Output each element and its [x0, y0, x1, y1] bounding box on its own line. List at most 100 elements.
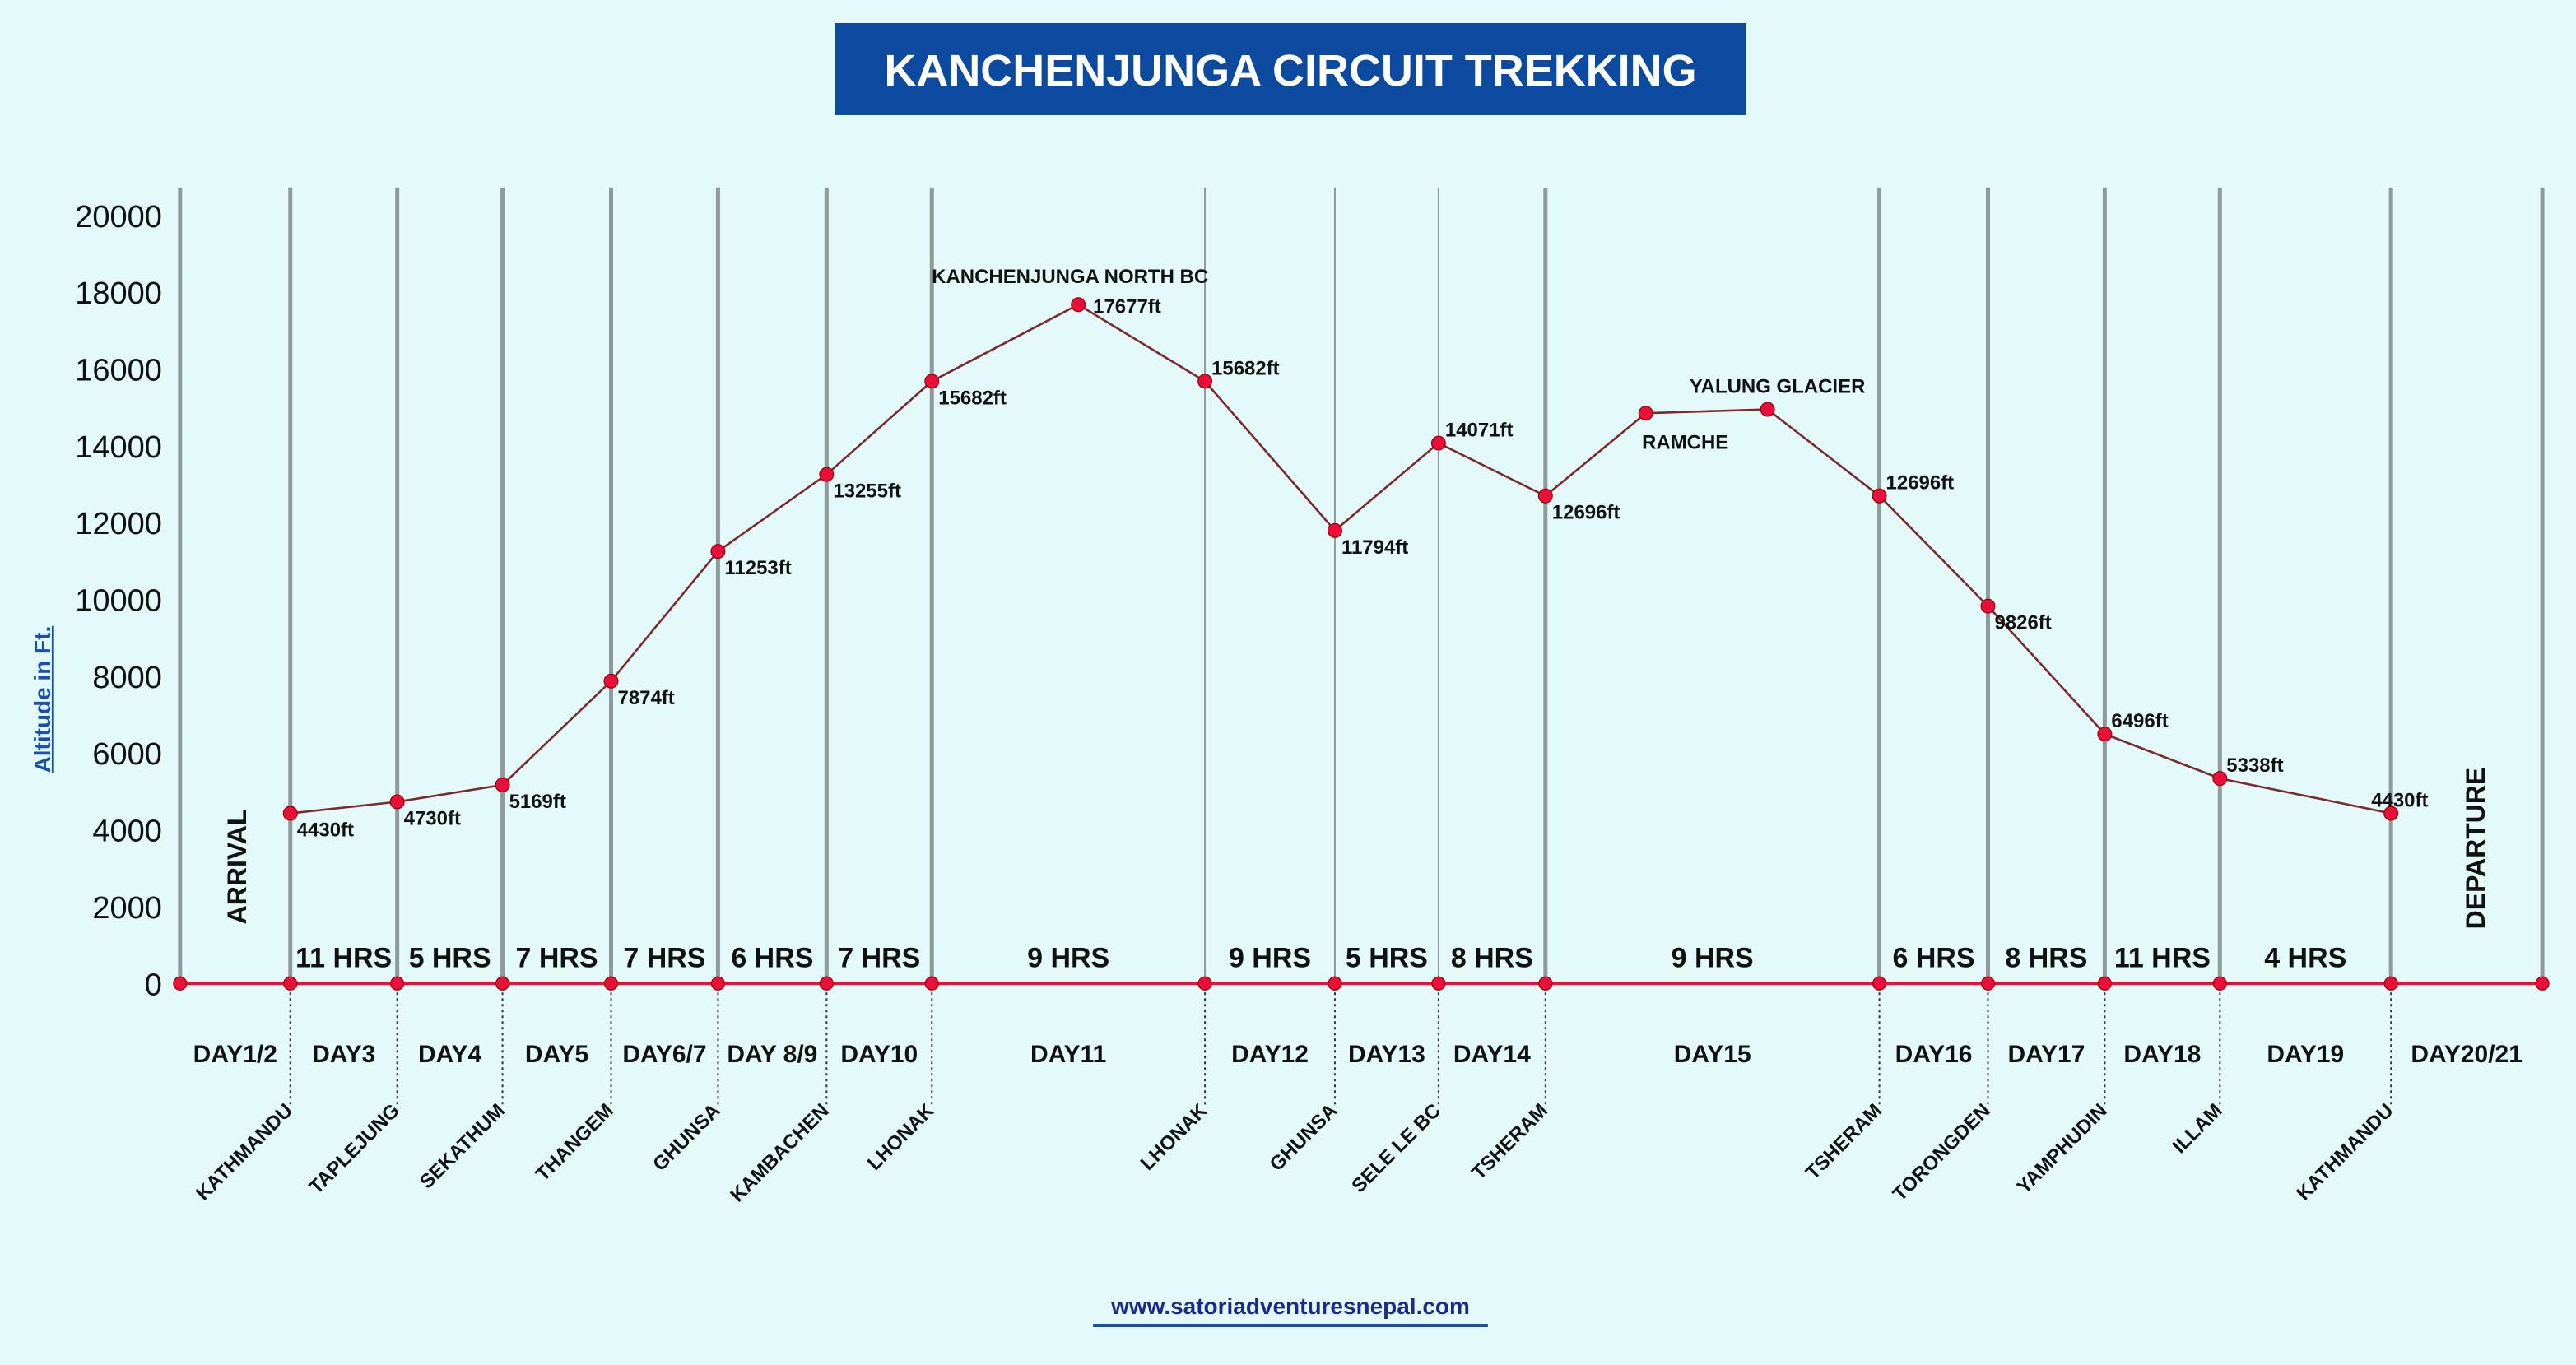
day-label: DAY11: [1030, 1041, 1106, 1068]
altitude-value-label: 15682ft: [1211, 357, 1280, 379]
hours-label: 7 HRS: [516, 942, 598, 973]
y-tick-label: 10000: [75, 584, 162, 619]
place-label: LHONAK: [863, 1099, 939, 1175]
altitude-value-label: 4430ft: [297, 819, 354, 842]
altitude-value-label: 12696ft: [1552, 502, 1620, 524]
altitude-value-label: 5169ft: [509, 791, 566, 813]
altitude-value-label: 4430ft: [2371, 790, 2428, 812]
day-label: DAY18: [2123, 1041, 2201, 1068]
altitude-line: [290, 303, 2392, 815]
summit-name-label: KANCHENJUNGA NORTH BC: [932, 266, 1208, 288]
place-label: LHONAK: [1137, 1099, 1212, 1175]
altitude-value-label: 9826ft: [1994, 612, 2051, 634]
altitude-point: [1760, 402, 1775, 417]
place-label: SELE LE BC: [1347, 1099, 1445, 1197]
y-tick-label: 6000: [92, 737, 161, 772]
altitude-point: [1430, 435, 1446, 451]
baseline-point: [1872, 976, 1887, 991]
y-tick-label: 12000: [75, 507, 162, 541]
place-label: GHUNSA: [649, 1099, 725, 1176]
day-label: DAY20/21: [2411, 1041, 2523, 1068]
day-label: DAY13: [1348, 1041, 1425, 1068]
day-label: DAY15: [1674, 1041, 1751, 1068]
day-label: DAY6/7: [622, 1041, 706, 1068]
altitude-point: [1872, 488, 1887, 504]
altitude-point: [819, 467, 835, 482]
baseline-point: [390, 976, 405, 991]
place-label: KATHMANDU: [2292, 1099, 2397, 1205]
baseline-point: [2383, 976, 2398, 991]
y-tick-label: 0: [145, 968, 162, 1002]
altitude-value-label: 4730ft: [404, 808, 461, 830]
hours-label: 7 HRS: [623, 942, 705, 973]
title-box: [835, 22, 1746, 115]
baseline-point: [710, 976, 726, 991]
place-label: KAMBACHEN: [726, 1099, 833, 1206]
altitude-point: [2383, 806, 2399, 821]
altitude-point: [1071, 297, 1086, 313]
baseline-point: [1197, 976, 1212, 991]
place-label: THANGEM: [532, 1099, 618, 1186]
day-label: DAY10: [840, 1041, 918, 1068]
altitude-point: [389, 794, 405, 810]
website-link[interactable]: www.satoriadventuresnepal.com: [1110, 1293, 1470, 1319]
altitude-point: [924, 374, 940, 389]
place-name-label: YALUNG GLACIER: [1690, 376, 1866, 398]
y-tick-label: 2000: [92, 891, 161, 926]
y-tick-label: 4000: [92, 815, 161, 849]
baseline-point: [173, 976, 188, 991]
altitude-point: [1197, 374, 1213, 389]
hours-label: 11 HRS: [2114, 942, 2211, 973]
departure-label: DEPARTURE: [2461, 768, 2490, 930]
day-label: DAY5: [525, 1041, 588, 1068]
baseline-point: [603, 976, 619, 991]
hours-label: 8 HRS: [1451, 942, 1533, 973]
y-tick-label: 16000: [75, 354, 162, 388]
place-label: ILLAM: [2169, 1099, 2227, 1158]
baseline-point: [495, 976, 510, 991]
day-label: DAY1/2: [193, 1041, 277, 1068]
hours-label: 9 HRS: [1672, 942, 1754, 973]
place-label: GHUNSA: [1266, 1099, 1342, 1176]
day-label: DAY12: [1231, 1041, 1309, 1068]
altitude-value-label: 6496ft: [2111, 710, 2168, 732]
baseline-point: [1328, 976, 1342, 991]
place-name-label: RAMCHE: [1642, 432, 1728, 454]
baseline-point: [2535, 976, 2550, 991]
altitude-point: [1537, 488, 1553, 504]
place-label: TSHERAM: [1467, 1099, 1552, 1184]
altitude-value-label: 14071ft: [1445, 420, 1514, 442]
place-label: TSHERAM: [1802, 1099, 1886, 1184]
y-tick-label: 20000: [75, 200, 162, 234]
baseline-point: [2097, 976, 2112, 991]
chart-title: KANCHENJUNGA CIRCUIT TREKKING: [884, 46, 1696, 95]
altitude-value-label: 12696ft: [1886, 472, 1955, 494]
altitude-point: [282, 806, 298, 821]
place-label: KATHMANDU: [192, 1099, 297, 1205]
altitude-value-label: 11253ft: [724, 557, 791, 579]
place-label: SEKATHUM: [416, 1099, 509, 1193]
hours-label: 9 HRS: [1229, 942, 1311, 973]
y-tick-label: 14000: [75, 430, 162, 465]
y-tick-label: 8000: [92, 661, 161, 695]
baseline-point: [819, 976, 834, 991]
altitude-point: [2097, 727, 2113, 742]
altitude-value-label: 13255ft: [833, 481, 901, 503]
baseline-point: [1538, 976, 1553, 991]
day-label: DAY 8/9: [727, 1041, 817, 1068]
hours-label: 7 HRS: [838, 942, 920, 973]
altitude-point: [603, 673, 619, 689]
arrival-label: ARRIVAL: [222, 810, 252, 925]
baseline-point: [1980, 976, 1996, 991]
baseline-point: [1431, 976, 1446, 991]
altitude-point: [1638, 406, 1653, 421]
hours-label: 6 HRS: [1892, 942, 1974, 973]
altitude-point: [710, 544, 726, 559]
altitude-point: [495, 778, 510, 793]
place-label: YAMPHUDIN: [2012, 1099, 2111, 1198]
y-tick-label: 18000: [75, 276, 162, 311]
altitude-value-label: 7874ft: [617, 687, 674, 709]
place-label: TAPLEJUNG: [305, 1099, 403, 1198]
altitude-value-label: 11794ft: [1341, 536, 1408, 559]
place-label: TORONGDEN: [1889, 1099, 1995, 1205]
